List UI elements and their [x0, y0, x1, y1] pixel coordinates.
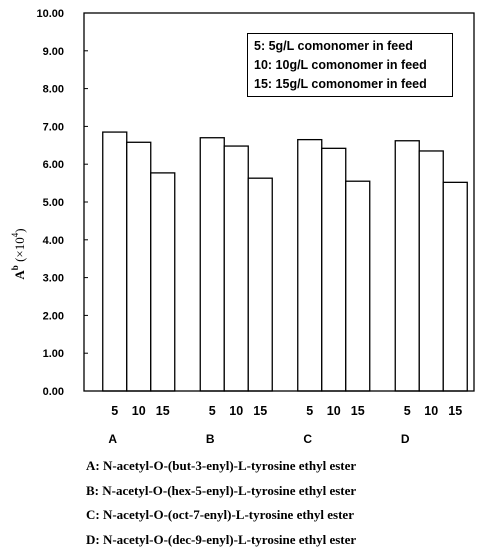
- note-b: B: N-acetyl-O-(hex-5-enyl)-L-tyrosine et…: [86, 479, 486, 504]
- note-c: C: N-acetyl-O-(oct-7-enyl)-L-tyrosine et…: [86, 503, 486, 528]
- bar-label: 10: [132, 404, 146, 418]
- note-a: A: N-acetyl-O-(but-3-enyl)-L-tyrosine et…: [86, 454, 486, 479]
- group-notes: A: N-acetyl-O-(but-3-enyl)-L-tyrosine et…: [86, 454, 486, 552]
- bar-D-5: [395, 141, 419, 391]
- y-tick-labels: 0.00 1.00 2.00 3.00 4.00 5.00 6.00 7.00 8.00 9.00…: [36, 8, 64, 398]
- y-tick-label: 0.00: [43, 386, 64, 398]
- bar-B-10: [224, 146, 248, 391]
- y-tick-label: 8.00: [43, 84, 64, 96]
- bar-label: 10: [229, 404, 243, 418]
- bar-D-15: [443, 182, 467, 391]
- bar-C-10: [322, 148, 346, 391]
- y-tick-label: 4.00: [43, 235, 64, 247]
- y-tick-label: 6.00: [43, 159, 64, 171]
- legend: 5: 5g/L comonomer in feed 10: 10g/L como…: [247, 33, 453, 97]
- bar-label: 5: [111, 404, 118, 418]
- y-tick-label: 9.00: [43, 46, 64, 58]
- x-labels: 5 10 15 A 5 10 15 B 5 10 15 C 5 10 15 D: [108, 404, 462, 446]
- group-label-C: C: [303, 432, 312, 446]
- bar-label: 5: [209, 404, 216, 418]
- y-axis-label-unit: (×10: [12, 237, 27, 265]
- bar-A-15: [151, 173, 175, 391]
- bar-C-5: [298, 140, 322, 391]
- svg-text:Ab (×104): Ab (×104): [10, 228, 27, 279]
- legend-entry-15: 15: 15g/L comonomer in feed: [254, 75, 452, 94]
- note-d: D: N-acetyl-O-(dec-9-enyl)-L-tyrosine et…: [86, 528, 486, 552]
- y-tick-label: 2.00: [43, 310, 64, 322]
- bar-A-10: [127, 142, 151, 391]
- bar-C-15: [346, 181, 370, 391]
- bar-label: 5: [404, 404, 411, 418]
- bar-B-5: [200, 138, 224, 391]
- legend-entry-5: 5: 5g/L comonomer in feed: [254, 37, 452, 56]
- bar-label: 15: [156, 404, 170, 418]
- y-tick-label: 5.00: [43, 197, 64, 209]
- bar-label: 10: [424, 404, 438, 418]
- y-axis-label: Ab (×104): [4, 214, 32, 294]
- bar-A-5: [103, 132, 127, 391]
- bar-D-10: [419, 151, 443, 391]
- bar-label: 15: [253, 404, 267, 418]
- bars-layer: [103, 132, 468, 391]
- bar-label: 10: [327, 404, 341, 418]
- bar-label: 15: [448, 404, 462, 418]
- y-tick-label: 1.00: [43, 348, 64, 360]
- bar-label: 5: [306, 404, 313, 418]
- legend-entry-10: 10: 10g/L comonomer in feed: [254, 56, 452, 75]
- y-axis-label-close: ): [12, 228, 27, 232]
- group-label-A: A: [108, 432, 117, 446]
- bar-label: 15: [351, 404, 365, 418]
- y-tick-label: 7.00: [43, 121, 64, 133]
- group-label-D: D: [401, 432, 410, 446]
- y-tick-label: 3.00: [43, 273, 64, 285]
- y-tick-label: 10.00: [36, 8, 64, 20]
- group-label-B: B: [206, 432, 215, 446]
- bar-B-15: [248, 178, 272, 391]
